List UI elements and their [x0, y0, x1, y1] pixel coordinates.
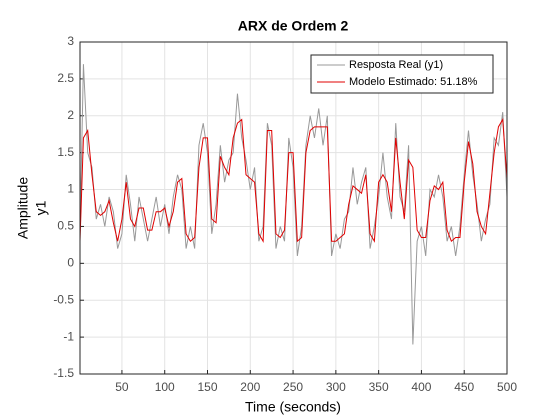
- x-tick-label: 250: [283, 380, 303, 394]
- data-line: [79, 64, 508, 345]
- legend: Resposta Real (y1) Modelo Estimado: 51.18…: [310, 54, 494, 94]
- chart-title: ARX de Ordem 2: [238, 18, 349, 34]
- y-tick-label: 2.5: [57, 71, 74, 85]
- y-tick-label: 3: [67, 34, 74, 48]
- x-tick-label: 500: [497, 380, 517, 394]
- x-axis-label: Time (seconds): [245, 399, 341, 415]
- x-tick-label: 450: [454, 380, 474, 394]
- y-axis-label: Amplitude: [15, 177, 31, 239]
- y-tick-label: 0.5: [57, 219, 74, 233]
- axes-box: [79, 41, 508, 375]
- x-tick-label: 300: [326, 380, 346, 394]
- data-line: [79, 117, 508, 243]
- legend-box: [310, 54, 494, 94]
- y-tick-label: -1: [63, 329, 74, 343]
- x-tick-label: 50: [115, 380, 129, 394]
- x-tick-label: 400: [411, 380, 431, 394]
- x-tick-label: 200: [240, 380, 260, 394]
- x-tick-label: 150: [197, 380, 217, 394]
- y-tick-label: -0.5: [53, 292, 74, 306]
- x-tick-label: 100: [155, 380, 175, 394]
- x-tick-label: 350: [369, 380, 389, 394]
- y-tick-label: 2: [67, 108, 74, 122]
- y-axis-label: y1: [33, 200, 49, 215]
- legend-label: Resposta Real (y1): [349, 59, 443, 71]
- y-tick-label: 1: [67, 182, 74, 196]
- legend-label: Modelo Estimado: 51.18%: [349, 76, 478, 88]
- y-tick-label: 1.5: [57, 145, 74, 159]
- y-tick-label: 0: [67, 256, 74, 270]
- y-tick-label: -1.5: [53, 366, 74, 380]
